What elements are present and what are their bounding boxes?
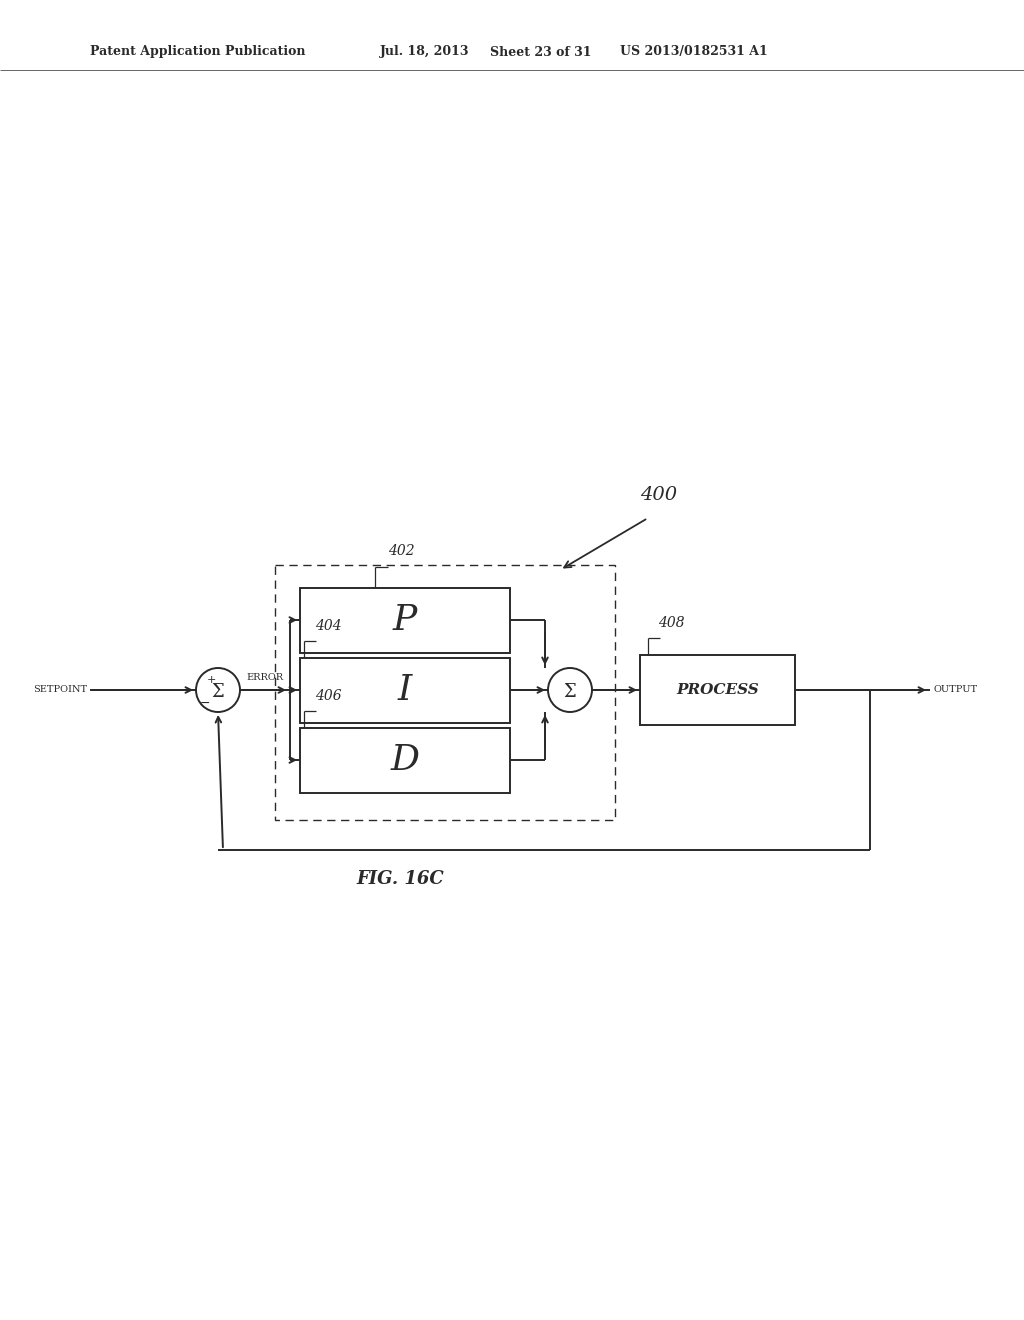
Text: I: I <box>398 673 412 708</box>
Text: 406: 406 <box>315 689 342 704</box>
Text: Patent Application Publication: Patent Application Publication <box>90 45 305 58</box>
Bar <box>300 729 510 793</box>
Text: 400: 400 <box>640 486 677 504</box>
Text: +: + <box>206 675 216 685</box>
Bar <box>300 587 510 653</box>
Text: Σ: Σ <box>563 682 577 701</box>
Text: ERROR: ERROR <box>247 673 284 682</box>
Text: Σ: Σ <box>212 682 224 701</box>
Text: FIG. 16C: FIG. 16C <box>356 870 443 888</box>
Text: SETPOINT: SETPOINT <box>33 685 87 694</box>
Text: PROCESS: PROCESS <box>676 682 759 697</box>
Text: OUTPUT: OUTPUT <box>933 685 977 694</box>
Text: P: P <box>393 603 417 638</box>
Text: 402: 402 <box>388 544 415 558</box>
Text: 408: 408 <box>658 616 685 630</box>
Bar <box>640 655 795 725</box>
Text: D: D <box>390 743 420 777</box>
Bar <box>275 565 615 820</box>
Text: Sheet 23 of 31: Sheet 23 of 31 <box>490 45 592 58</box>
Text: −: − <box>200 697 210 710</box>
Text: US 2013/0182531 A1: US 2013/0182531 A1 <box>620 45 768 58</box>
Text: Jul. 18, 2013: Jul. 18, 2013 <box>380 45 469 58</box>
Text: 404: 404 <box>315 619 342 634</box>
Bar <box>300 657 510 723</box>
